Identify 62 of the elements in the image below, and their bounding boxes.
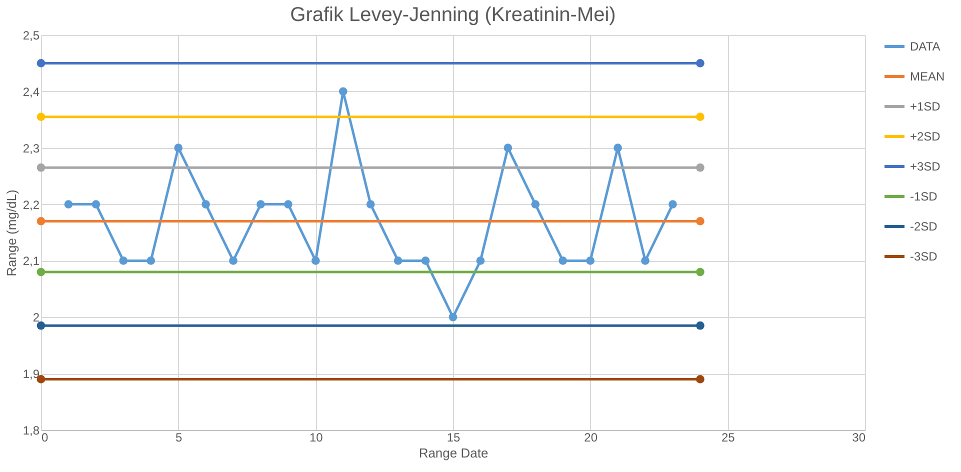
point bbox=[476, 256, 485, 265]
point bbox=[36, 321, 46, 330]
y-tick-label: 2,2 bbox=[22, 198, 40, 212]
point bbox=[558, 256, 568, 265]
point bbox=[119, 256, 128, 265]
chart-title: Grafik Levey-Jenning (Kreatinin-Mei) bbox=[290, 4, 616, 26]
point bbox=[146, 256, 156, 265]
point bbox=[696, 268, 704, 276]
point bbox=[448, 312, 458, 322]
point bbox=[394, 256, 402, 265]
point bbox=[696, 112, 704, 121]
y-tick-label: 2,1 bbox=[22, 254, 40, 268]
point bbox=[36, 112, 46, 121]
point bbox=[668, 200, 677, 208]
point bbox=[36, 59, 46, 68]
legend-label: -2SD bbox=[910, 220, 938, 234]
point bbox=[586, 256, 595, 265]
point bbox=[311, 256, 320, 265]
point bbox=[531, 200, 540, 208]
x-tick-label: 10 bbox=[309, 430, 324, 444]
point bbox=[696, 375, 704, 384]
y-tick-label: 1,9 bbox=[22, 367, 40, 382]
y-tick-label: 2,5 bbox=[22, 28, 40, 42]
point bbox=[174, 144, 183, 152]
legend-label: +2SD bbox=[910, 130, 941, 144]
point bbox=[92, 200, 100, 208]
x-tick-label: 20 bbox=[584, 430, 598, 444]
point bbox=[256, 200, 265, 208]
point bbox=[504, 144, 512, 152]
x-tick-label: 15 bbox=[446, 430, 460, 444]
legend-label: +1SD bbox=[910, 100, 941, 114]
legend-label: +3SD bbox=[910, 160, 941, 174]
point bbox=[338, 87, 348, 96]
x-tick-label: 0 bbox=[42, 430, 48, 444]
point bbox=[696, 163, 704, 172]
point bbox=[421, 256, 430, 265]
point bbox=[36, 268, 46, 276]
legend-label: -1SD bbox=[910, 190, 938, 204]
point bbox=[696, 321, 704, 330]
point bbox=[696, 59, 704, 68]
point bbox=[366, 200, 375, 208]
point bbox=[614, 144, 622, 152]
point bbox=[36, 217, 46, 226]
x-tick-label: 30 bbox=[852, 430, 866, 444]
x-tick-label: 25 bbox=[721, 430, 736, 444]
y-tick-label: 2,4 bbox=[22, 84, 40, 99]
point bbox=[641, 256, 650, 265]
y-tick-label: 1,8 bbox=[22, 424, 40, 438]
point bbox=[229, 256, 238, 265]
point bbox=[36, 163, 46, 172]
y-tick-label: 2,3 bbox=[22, 141, 40, 156]
y-tick-label: 2 bbox=[32, 310, 40, 325]
point bbox=[202, 200, 210, 208]
point bbox=[696, 217, 704, 226]
point bbox=[64, 200, 73, 208]
x-axis-title: Range Date bbox=[418, 446, 488, 460]
legend-label: DATA bbox=[910, 40, 940, 54]
legend-label: -3SD bbox=[910, 250, 938, 264]
x-tick-label: 5 bbox=[175, 430, 182, 444]
legend-label: MEAN bbox=[910, 70, 945, 84]
point bbox=[284, 200, 292, 208]
y-axis-title: Range (mg/dL) bbox=[4, 190, 19, 276]
